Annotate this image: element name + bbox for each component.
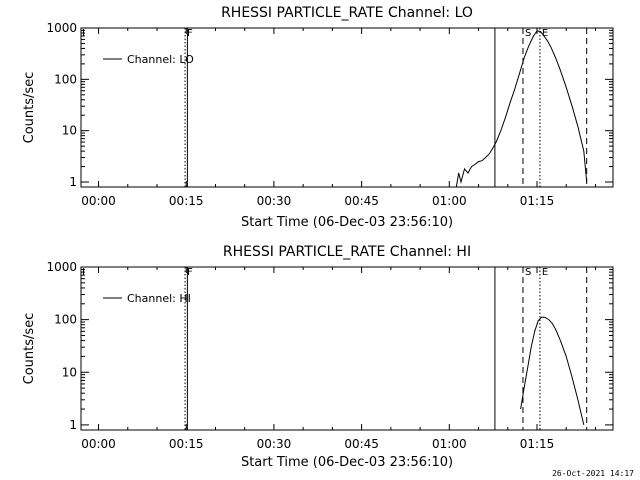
panel-1-chart-title: RHESSI PARTICLE_RATE Channel: LO	[221, 5, 473, 21]
panel-1-marker-label: S	[525, 28, 531, 39]
panel-1-series-line	[455, 30, 588, 188]
panel-2-y-tick-label: 10	[62, 365, 77, 379]
panel-2-legend-label: Channel: HI	[127, 292, 191, 305]
panel-2-x-tick-label: 00:00	[81, 437, 116, 451]
panel-2-marker-label: S	[525, 267, 531, 278]
panel-2-x-tick-label: 00:30	[257, 437, 292, 451]
panel-2-y-axis-label: Counts/sec	[22, 313, 37, 385]
panel-1-x-axis-label: Start Time (06-Dec-03 23:56:10)	[241, 215, 453, 230]
panel-1-x-tick-label: 01:00	[432, 194, 467, 208]
panel-2-y-tick-label: 1	[69, 418, 77, 432]
panel-1-marker-label: F	[187, 28, 193, 39]
panel-2-plot-frame	[80, 266, 614, 431]
panel-2-x-axis-label: Start Time (06-Dec-03 23:56:10)	[241, 455, 453, 470]
panel-1-y-axis-label: Counts/sec	[22, 72, 37, 144]
panel-2-x-tick-label: 00:45	[344, 437, 379, 451]
panel-1-y-tick-label: 10	[62, 124, 77, 138]
panel-1-x-tick-label: 00:30	[257, 194, 292, 208]
panel-2-x-tick-label: 01:15	[520, 437, 555, 451]
panel-2-y-tick-label: 1000	[46, 260, 77, 274]
panel-1-legend-label: Channel: LO	[127, 53, 194, 66]
panel-1-edge-marker: I	[82, 28, 85, 39]
panel-1-y-tick-label: 1000	[46, 21, 77, 35]
panel-2-series-line	[520, 316, 585, 426]
panel-1-y-tick-label: 1	[69, 175, 77, 189]
panel-1-x-tick-label: 00:45	[344, 194, 379, 208]
panel-2-chart-title: RHESSI PARTICLE_RATE Channel: HI	[223, 244, 471, 260]
footer-timestamp: 26-Oct-2021 14:17	[552, 469, 634, 478]
panel-2-marker-label: F	[187, 267, 193, 278]
panel-1-y-tick-label: 100	[54, 72, 77, 86]
panel-1-x-tick-label: 00:15	[169, 194, 204, 208]
panel-2-marker-label: E	[542, 267, 548, 278]
panel-2-x-tick-label: 01:00	[432, 437, 467, 451]
panel-1-plot-frame	[80, 27, 614, 188]
panel-2-y-tick-label: 100	[54, 313, 77, 327]
panel-1-x-tick-label: 00:00	[81, 194, 116, 208]
panel-2-edge-marker: I	[82, 267, 85, 278]
panel-1-marker-label: E	[542, 28, 548, 39]
panel-1-x-tick-label: 01:15	[520, 194, 555, 208]
panel-2-x-tick-label: 00:15	[169, 437, 204, 451]
